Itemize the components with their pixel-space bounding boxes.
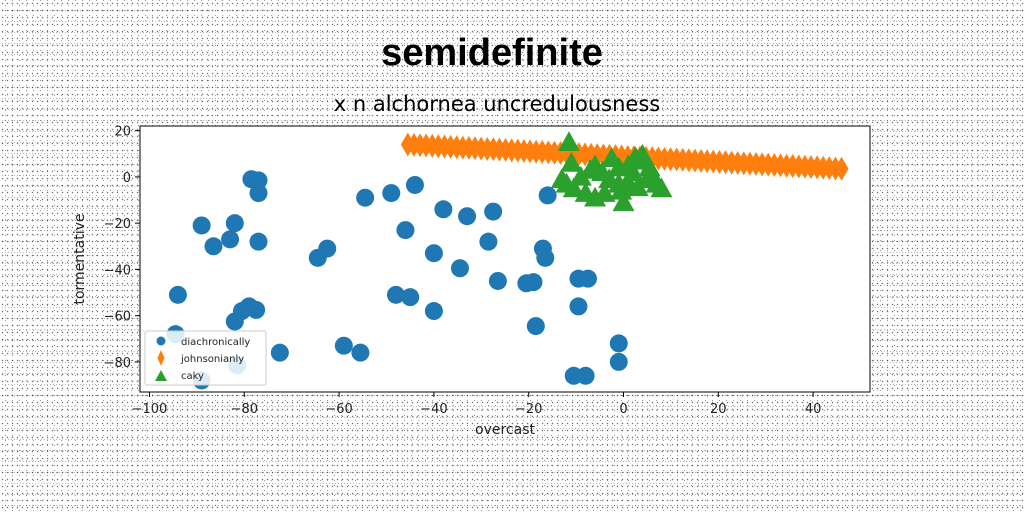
chart-subtitle: x n alchornea uncredulousness: [334, 92, 660, 116]
caky-point-29: [610, 179, 633, 200]
y-axis-label: tormentative: [72, 213, 88, 304]
diachronically-point-17: [479, 232, 498, 251]
diachronically-point-2: [249, 184, 268, 203]
diachronically-point-18: [424, 244, 443, 263]
diachronically-point-20: [488, 271, 507, 290]
ticks-layer: −100 −80 −60 −40 −20 0 20 40 20 0 −20 −40 −60 −80: [104, 125, 822, 417]
diachronically-point-37: [424, 302, 443, 321]
caky-point-27: [555, 172, 578, 193]
x-tick-label-2: −60: [325, 402, 352, 417]
legend-box: [144, 330, 267, 386]
y-tick-label-2: −20: [104, 217, 131, 232]
diachronically-point-34: [351, 343, 370, 362]
x-tick-label-3: −40: [420, 402, 447, 417]
caky-point-20: [584, 186, 607, 207]
diachronically-point-6: [221, 230, 240, 249]
diachronically-point-39: [569, 297, 588, 316]
y-tick-label-4: −60: [104, 310, 131, 325]
diachronically-point-33: [334, 336, 353, 355]
legend-label-caky: caky: [181, 371, 204, 382]
x-tick-label-0: −100: [132, 402, 168, 417]
x-tick-label-4: −20: [515, 402, 542, 417]
x-axis-label: overcast: [475, 422, 535, 438]
x-tick-label-6: 20: [710, 402, 727, 417]
johnsonianly-point-71: [834, 156, 849, 181]
chart-title: semidefinite: [381, 32, 603, 74]
diachronically-point-15: [458, 207, 477, 226]
legend: diachronically johnsonianly caky: [144, 330, 267, 386]
diachronically-point-7: [249, 232, 268, 251]
y-tick-label-5: −80: [104, 356, 131, 371]
caky-point-22: [650, 177, 673, 198]
caky-point-21: [612, 191, 635, 212]
y-tick-label-0: 20: [114, 125, 131, 140]
legend-marker-diachronically: [156, 336, 166, 346]
x-tick-label-1: −80: [231, 402, 258, 417]
diachronically-point-3: [192, 216, 211, 235]
diachronically-point-12: [405, 175, 424, 194]
caky-point-26: [584, 154, 607, 175]
legend-marker-johnsonianly: [157, 350, 165, 366]
diachronically-point-29: [247, 300, 266, 319]
diachronically-point-38: [526, 317, 545, 336]
diachronically-point-1: [249, 171, 268, 190]
diachronically-point-13: [396, 221, 415, 240]
caky-point-0: [557, 131, 580, 151]
y-tick-label-1: 0: [123, 171, 131, 186]
x-tick-label-7: 40: [805, 402, 822, 417]
diachronically-point-4: [225, 214, 244, 233]
diachronically-point-26: [168, 285, 187, 304]
diachronically-point-10: [356, 188, 375, 207]
diachronically-point-24: [536, 248, 555, 267]
legend-label-johnsonianly: johnsonianly: [180, 354, 244, 365]
caky-point-24: [598, 168, 621, 188]
legend-label-diachronically: diachronically: [181, 337, 250, 348]
diachronically-point-16: [484, 202, 503, 221]
diachronically-point-43: [609, 352, 628, 371]
diachronically-point-45: [576, 366, 595, 385]
diachronically-point-5: [204, 237, 223, 256]
diachronically-point-30: [225, 312, 244, 331]
legend-marker-caky: [155, 370, 167, 381]
diachronically-point-22: [524, 273, 543, 292]
plot-frame: [139, 125, 871, 393]
diachronically-point-36: [401, 288, 420, 307]
caky-point-23: [640, 163, 663, 184]
diachronically-point-14: [434, 200, 453, 219]
diachronically-point-25: [538, 186, 557, 205]
diachronically-point-35: [386, 285, 405, 304]
caky-point-28: [626, 149, 649, 170]
diachronically-point-32: [270, 343, 289, 362]
y-tick-label-3: −40: [104, 263, 131, 278]
caky-point-1: [560, 152, 583, 172]
x-tick-label-5: 0: [619, 402, 627, 417]
diachronically-point-9: [308, 248, 327, 267]
diachronically-point-11: [382, 184, 401, 203]
diachronically-point-42: [609, 334, 628, 353]
marks-layer: [166, 131, 849, 390]
diachronically-point-19: [450, 259, 469, 278]
diachronically-point-41: [578, 269, 597, 288]
